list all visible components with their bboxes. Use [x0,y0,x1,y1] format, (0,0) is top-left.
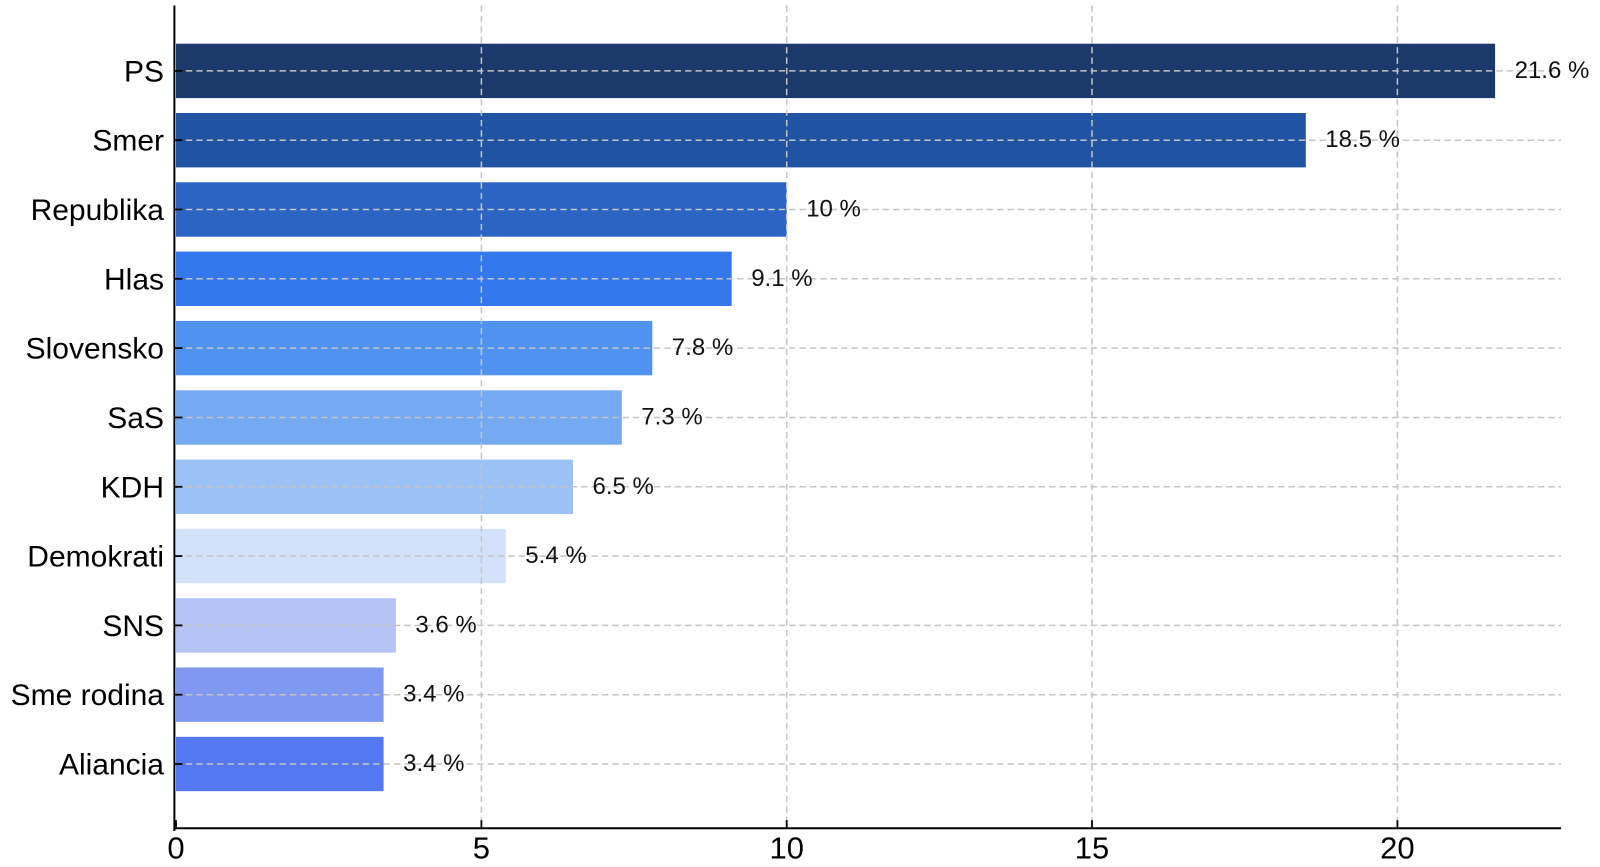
svg-text:PS: PS [124,55,164,88]
svg-text:3.6 %: 3.6 % [415,611,476,638]
svg-text:18.5 %: 18.5 % [1325,126,1400,153]
svg-text:0: 0 [167,831,184,866]
svg-text:5: 5 [473,831,490,866]
svg-text:15: 15 [1075,831,1109,866]
svg-text:SNS: SNS [102,610,164,643]
svg-text:SaS: SaS [107,402,164,435]
svg-text:21.6 %: 21.6 % [1515,57,1590,84]
svg-text:Hlas: Hlas [104,263,164,296]
svg-text:Republika: Republika [31,194,165,227]
svg-text:Demokrati: Demokrati [27,541,164,574]
svg-text:20: 20 [1380,831,1414,866]
svg-text:5.4 %: 5.4 % [525,542,586,569]
svg-text:10 %: 10 % [806,196,861,223]
svg-text:KDH: KDH [101,471,164,504]
svg-text:6.5 %: 6.5 % [593,473,654,500]
svg-text:7.8 %: 7.8 % [672,334,733,361]
svg-text:Smer: Smer [92,125,164,158]
svg-text:10: 10 [769,831,803,866]
svg-text:9.1 %: 9.1 % [751,265,812,292]
svg-text:7.3 %: 7.3 % [641,404,702,431]
svg-text:Aliancia: Aliancia [59,749,164,782]
svg-text:Sme rodina: Sme rodina [11,679,165,712]
svg-text:Slovensko: Slovensko [26,333,164,366]
svg-text:3.4 %: 3.4 % [403,681,464,708]
svg-text:3.4 %: 3.4 % [403,750,464,777]
